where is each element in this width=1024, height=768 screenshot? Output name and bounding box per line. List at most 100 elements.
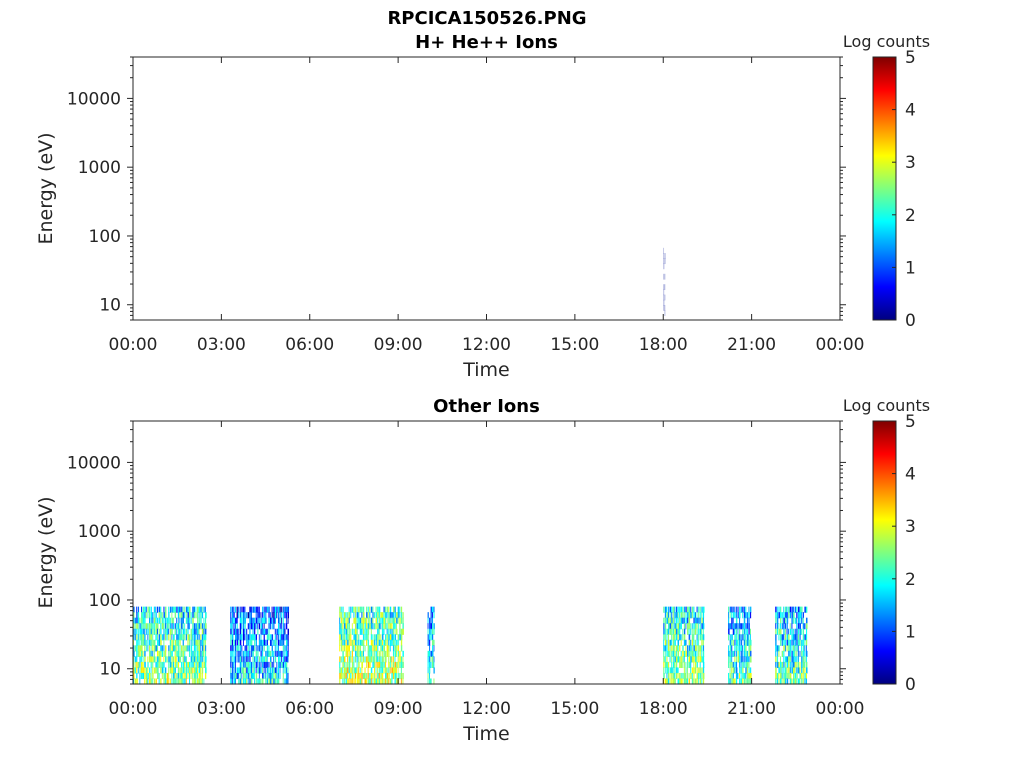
- data-cell: [179, 672, 181, 680]
- data-cell: [284, 634, 286, 641]
- data-cell: [355, 678, 356, 685]
- data-cell: [147, 623, 149, 630]
- data-cell: [688, 678, 691, 685]
- data-cell: [242, 661, 245, 669]
- data-cell: [385, 623, 387, 630]
- data-cell: [205, 645, 207, 652]
- data-cell: [152, 661, 154, 669]
- data-cell: [136, 645, 138, 652]
- data-cell: [696, 634, 698, 641]
- data-cell: [366, 639, 368, 646]
- data-cell: [693, 645, 695, 652]
- data-cell: [375, 672, 377, 680]
- data-cell: [739, 672, 740, 680]
- data-cell: [179, 606, 181, 613]
- data-cell: [173, 667, 175, 674]
- data-cell: [796, 661, 798, 669]
- data-cell: [195, 672, 197, 680]
- data-cell: [244, 678, 246, 685]
- data-cell: [690, 612, 692, 619]
- data-cell: [250, 678, 253, 685]
- data-cell: [392, 606, 395, 613]
- data-cell: [155, 628, 158, 635]
- data-cell: [369, 617, 371, 624]
- data-cell: [189, 639, 190, 646]
- data-cell: [699, 667, 701, 674]
- data-cell: [740, 678, 742, 685]
- data-cell: [201, 612, 204, 619]
- data-cell: [748, 617, 750, 624]
- data-cell: [680, 639, 682, 646]
- data-cell: [157, 606, 159, 613]
- data-cell: [350, 650, 352, 657]
- data-cell: [791, 645, 793, 652]
- data-cell: [152, 612, 154, 619]
- colorbar-tick-label: 4: [905, 101, 916, 121]
- data-cell: [258, 639, 261, 646]
- data-cell: [794, 628, 796, 635]
- data-cell: [152, 656, 154, 663]
- data-cell: [693, 606, 695, 613]
- data-cell: [740, 672, 742, 680]
- data-cell: [432, 639, 434, 646]
- data-cell: [271, 667, 274, 674]
- data-cell: [392, 612, 395, 619]
- data-cell: [375, 639, 377, 646]
- data-cell: [189, 612, 191, 619]
- data-cell: [432, 650, 434, 657]
- data-cell: [791, 623, 793, 630]
- data-cell: [153, 623, 155, 630]
- colorbar-tick-label: 5: [905, 412, 916, 432]
- data-cell: [745, 623, 747, 630]
- data-cell: [244, 656, 246, 663]
- data-cell: [702, 628, 704, 635]
- data-cell: [702, 672, 705, 680]
- data-cell: [392, 634, 395, 641]
- data-cell: [358, 656, 360, 663]
- data-cell: [433, 639, 435, 646]
- data-cell: [173, 606, 175, 613]
- data-cell: [788, 672, 790, 680]
- data-cell: [789, 656, 791, 663]
- data-cell: [394, 617, 396, 624]
- data-cell: [234, 678, 236, 685]
- data-cell: [285, 634, 288, 641]
- data-cell: [249, 634, 251, 641]
- data-cell: [185, 617, 188, 624]
- data-cell: [427, 617, 429, 624]
- data-cell: [262, 650, 264, 657]
- data-cell: [696, 617, 698, 624]
- data-cell: [277, 667, 280, 674]
- data-cell: [184, 606, 186, 613]
- data-cell: [794, 656, 796, 663]
- data-cell: [155, 656, 157, 663]
- data-cell: [383, 667, 385, 674]
- data-cell: [249, 661, 251, 669]
- data-cell: [783, 661, 785, 669]
- data-cell: [805, 678, 808, 685]
- data-cell: [152, 678, 154, 685]
- data-cell: [158, 661, 160, 669]
- data-cell: [783, 612, 785, 619]
- data-cell: [252, 606, 255, 613]
- data-cell: [383, 612, 385, 619]
- data-cell: [682, 672, 684, 680]
- data-cell: [377, 606, 379, 613]
- data-cell: [161, 661, 164, 669]
- data-cell: [739, 645, 741, 652]
- data-cell: [268, 628, 270, 635]
- data-cell: [776, 678, 778, 685]
- data-cell: [254, 645, 255, 652]
- data-cell: [273, 612, 275, 619]
- data-cell: [276, 612, 278, 619]
- data-cell: [791, 612, 793, 619]
- data-cell: [142, 612, 144, 619]
- data-cell: [432, 617, 434, 624]
- data-cell: [347, 650, 349, 657]
- data-cell: [246, 678, 248, 685]
- data-cell: [249, 606, 251, 613]
- data-cell: [195, 650, 197, 657]
- data-cell: [268, 612, 270, 619]
- data-cell: [359, 672, 361, 680]
- data-cell: [781, 617, 783, 624]
